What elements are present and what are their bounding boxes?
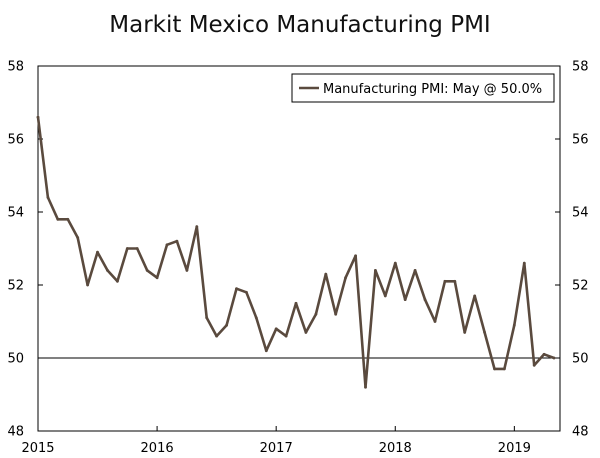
data-point-2017-02 bbox=[284, 334, 288, 338]
data-point-2016-11 bbox=[254, 316, 258, 320]
data-point-2016-01 bbox=[155, 276, 159, 280]
y-tick-label-left-52: 52 bbox=[7, 279, 24, 294]
data-point-2016-12 bbox=[264, 349, 268, 353]
data-point-2015-06 bbox=[86, 283, 89, 287]
data-point-2015-11 bbox=[135, 247, 139, 250]
y-tick-label-left-48: 48 bbox=[7, 425, 24, 440]
x-tick-label-2018: 2018 bbox=[379, 441, 412, 456]
data-point-2018-04 bbox=[423, 298, 427, 301]
data-point-2015-02 bbox=[46, 196, 50, 199]
data-point-2017-07 bbox=[334, 312, 338, 316]
legend-label: Manufacturing PMI: May @ 50.0% bbox=[323, 82, 542, 97]
data-point-2017-03 bbox=[294, 301, 298, 305]
x-tick-label-2015: 2015 bbox=[21, 441, 54, 456]
data-point-2019-04 bbox=[542, 352, 546, 356]
x-tick-label-2016: 2016 bbox=[141, 441, 174, 456]
data-point-2016-06 bbox=[205, 316, 209, 320]
data-point-2016-04 bbox=[185, 269, 189, 272]
legend-box bbox=[291, 73, 555, 103]
data-point-2017-06 bbox=[324, 272, 328, 276]
data-point-2019-03 bbox=[532, 363, 536, 367]
x-tick-label-2017: 2017 bbox=[260, 441, 293, 456]
y-tick-label-right-54: 54 bbox=[572, 206, 589, 221]
y-tick-label-left-54: 54 bbox=[7, 206, 24, 221]
data-point-2017-05 bbox=[314, 312, 318, 316]
y-tick-label-right-50: 50 bbox=[572, 352, 589, 367]
data-point-2018-06 bbox=[443, 279, 447, 283]
y-tick-label-right-48: 48 bbox=[572, 425, 589, 440]
y-tick-label-left-58: 58 bbox=[7, 60, 24, 75]
y-tick-label-right-56: 56 bbox=[572, 133, 589, 148]
data-point-2015-10 bbox=[125, 247, 129, 250]
plot-frame bbox=[37, 65, 561, 432]
data-point-2015-05 bbox=[76, 236, 80, 240]
y-tick-label-right-52: 52 bbox=[572, 279, 589, 294]
data-point-2016-08 bbox=[225, 323, 229, 327]
data-point-2019-05 bbox=[552, 356, 556, 360]
data-point-2019-02 bbox=[522, 261, 526, 265]
data-point-2017-01 bbox=[274, 327, 278, 331]
data-point-2017-12 bbox=[383, 294, 387, 298]
data-point-2018-01 bbox=[393, 261, 397, 265]
data-point-2018-10 bbox=[483, 331, 486, 334]
x-tick-label-2019: 2019 bbox=[498, 441, 531, 456]
data-point-2016-05 bbox=[195, 225, 199, 229]
data-point-2017-09 bbox=[354, 254, 357, 258]
data-point-2019-01 bbox=[512, 323, 516, 327]
data-point-2017-04 bbox=[304, 331, 308, 334]
data-point-2015-08 bbox=[106, 269, 109, 272]
data-point-2016-09 bbox=[235, 287, 238, 291]
data-point-2017-11 bbox=[374, 269, 377, 272]
data-point-2015-03 bbox=[56, 217, 60, 221]
data-point-2018-12 bbox=[503, 367, 506, 371]
data-point-2018-11 bbox=[493, 367, 496, 371]
series-line-0 bbox=[36, 115, 556, 389]
data-point-2016-07 bbox=[215, 334, 219, 338]
data-point-2017-10 bbox=[364, 385, 367, 389]
data-point-2018-05 bbox=[433, 320, 437, 323]
data-point-2018-03 bbox=[413, 269, 417, 272]
y-tick-label-left-50: 50 bbox=[7, 352, 24, 367]
data-point-2016-03 bbox=[175, 239, 179, 243]
data-point-2016-02 bbox=[165, 243, 169, 247]
data-point-2015-07 bbox=[96, 250, 99, 254]
data-point-2018-02 bbox=[403, 298, 407, 301]
data-point-2018-07 bbox=[453, 279, 457, 283]
data-point-2017-08 bbox=[344, 276, 347, 280]
data-point-2015-01 bbox=[36, 115, 40, 119]
data-point-2018-08 bbox=[463, 331, 467, 334]
data-point-2015-12 bbox=[145, 269, 149, 272]
data-point-2018-09 bbox=[473, 294, 477, 298]
y-tick-label-left-56: 56 bbox=[7, 133, 24, 148]
chart-title: Markit Mexico Manufacturing PMI bbox=[109, 12, 491, 38]
data-point-2015-09 bbox=[116, 279, 119, 283]
data-point-2015-04 bbox=[66, 217, 70, 221]
y-tick-label-right-58: 58 bbox=[572, 60, 589, 75]
data-point-2016-10 bbox=[245, 290, 248, 294]
